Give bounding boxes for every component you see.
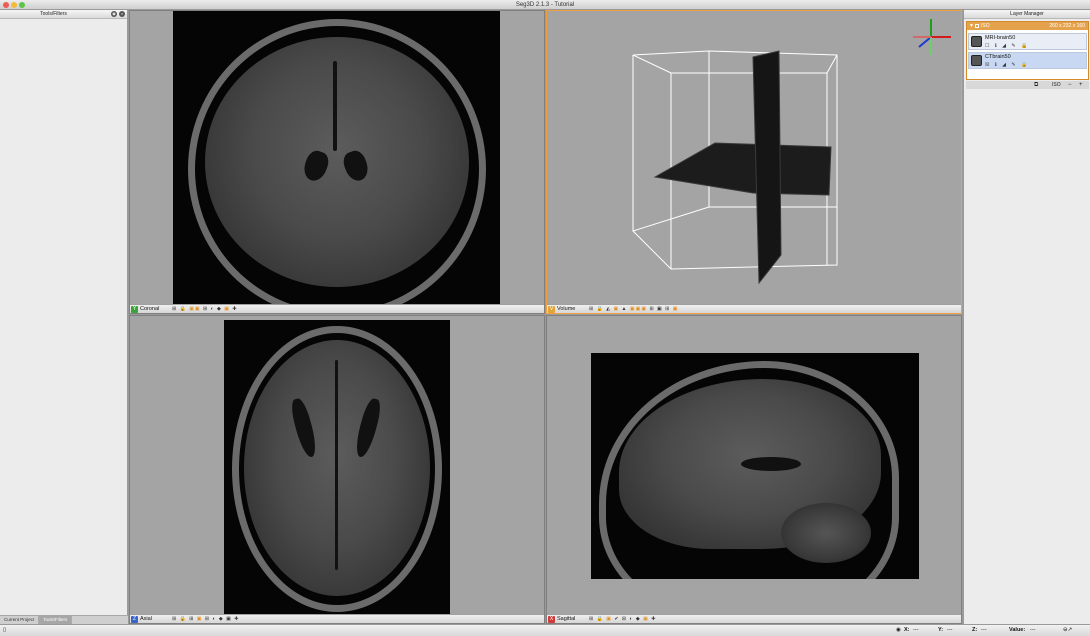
layer-manager-header: Layer Manager (964, 10, 1090, 19)
coronal-toolbar: Y Coronal ⊞ 🔒 ▣▣ ⊞ ◐ ◆ ▣ ✚ (130, 304, 544, 313)
layer-thumbnail-icon (971, 55, 982, 66)
layer-item[interactable]: MRI-brain50 ☐ ℹ ◢ ✎ 🔒 (968, 33, 1087, 50)
close-window-button[interactable] (3, 2, 9, 8)
axial-label[interactable]: Axial (140, 616, 152, 622)
coronal-label[interactable]: Coronal (140, 306, 160, 312)
bounding-box-edge (632, 206, 710, 232)
zoom-window-button[interactable] (19, 2, 25, 8)
midline-fissure (335, 360, 338, 570)
collapse-triangle-icon[interactable]: ▼ (969, 23, 974, 29)
layer-option-icons[interactable]: ☒ ℹ ◢ ✎ 🔒 (985, 62, 1030, 68)
brain-tissue (205, 37, 469, 287)
float-panel-icon[interactable]: ◉ (111, 11, 117, 17)
volume-viewer[interactable]: V Volume ⊞ 🔒 ◭ ▣ ▲ ▣▣▣ ⊞ ▣ ⊞ ▣ (546, 10, 962, 314)
axial-scan-image (224, 320, 450, 614)
layer-manager-title: Layer Manager (1010, 11, 1044, 17)
skull-outline (599, 361, 899, 579)
window-title: Seg3D 2.1.3 - Tutorial (515, 2, 575, 8)
sagittal-badge[interactable]: X (548, 616, 555, 623)
sagittal-label[interactable]: Sagittal (557, 616, 576, 622)
skull-outline (188, 19, 486, 305)
x-label: X: (904, 627, 910, 633)
tools-filters-header: Tools/Filters ◉ × (0, 10, 127, 19)
cerebellum (781, 503, 871, 563)
status-bar: ▯ ◉ X: --- Y: --- Z: --- Value: --- ⊖↗ (0, 624, 1090, 636)
cursor-mode-icon[interactable]: ⊖↗ (1063, 627, 1073, 633)
layer-thumbnail-icon (971, 36, 982, 47)
coronal-viewer[interactable]: Y Coronal ⊞ 🔒 ▣▣ ⊞ ◐ ◆ ▣ ✚ (129, 10, 545, 314)
orientation-axes (913, 19, 951, 55)
axial-badge[interactable]: Z (131, 616, 138, 623)
sagittal-tool-icons[interactable]: ⊞ 🔒 ▣ ✔ ⊞ ◐ ◆ ▣ ✚ (589, 616, 657, 622)
volume-render (632, 19, 951, 285)
layer-name[interactable]: CTbrain50 (985, 54, 1011, 60)
layer-name[interactable]: MRI-brain50 (985, 35, 1016, 41)
coronal-scan-image (173, 11, 500, 305)
sagittal-viewer[interactable]: X Sagittal ⊞ 🔒 ▣ ✔ ⊞ ◐ ◆ ▣ ✚ (546, 315, 962, 624)
group-visibility-checkbox[interactable] (975, 24, 979, 28)
volume-label[interactable]: Volume (557, 306, 576, 312)
x-value: --- (913, 627, 919, 633)
value-value: --- (1030, 627, 1036, 633)
value-label: Value: (1009, 627, 1026, 633)
close-panel-icon[interactable]: × (119, 11, 125, 17)
left-panel-tabs: Current Project Tools/Filters (0, 615, 128, 624)
remove-layer-button[interactable]: − (1068, 82, 1072, 88)
z-value: --- (981, 627, 987, 633)
bounding-box-edge (632, 54, 672, 74)
sagittal-scan-image (591, 353, 919, 579)
layer-manager-panel: Layer Manager ▼ ISO 260 x 232 x 160 MRI-… (963, 10, 1090, 624)
volume-badge[interactable]: V (548, 306, 555, 313)
tools-filters-title: Tools/Filters (40, 11, 67, 17)
add-layer-button[interactable]: + (1079, 82, 1083, 88)
tab-tools-filters[interactable]: Tools/Filters (39, 616, 73, 624)
layer-option-icons[interactable]: ☐ ℹ ◢ ✎ 🔒 (985, 43, 1030, 49)
title-bar: Seg3D 2.1.3 - Tutorial (0, 0, 1090, 10)
midline-fissure (333, 61, 337, 151)
document-icon[interactable]: ▯ (3, 627, 7, 633)
volume-toolbar: V Volume ⊞ 🔒 ◭ ▣ ▲ ▣▣▣ ⊞ ▣ ⊞ ▣ (547, 304, 961, 313)
sagittal-toolbar: X Sagittal ⊞ 🔒 ▣ ✔ ⊞ ◐ ◆ ▣ ✚ (547, 614, 961, 623)
group-name: ISO (981, 23, 990, 29)
layer-manager-footer: ⧉ ISO − + (966, 81, 1089, 89)
group-dimensions: 260 x 232 x 160 (1049, 23, 1085, 29)
tab-current-project[interactable]: Current Project (0, 616, 40, 624)
z-label: Z: (972, 627, 978, 633)
volume-tool-icons[interactable]: ⊞ 🔒 ◭ ▣ ▲ ▣▣▣ ⊞ ▣ ⊞ ▣ (589, 306, 679, 312)
axial-viewer[interactable]: Z Axial ⊞ 🔒 ⊞ ▣ ⊞ ◐ ◆ ▣ ✚ (129, 315, 545, 624)
iso-label[interactable]: ISO (1052, 82, 1061, 88)
coordinate-mode-icon[interactable]: ◉ (896, 627, 901, 633)
axial-tool-icons[interactable]: ⊞ 🔒 ⊞ ▣ ⊞ ◐ ◆ ▣ ✚ (172, 616, 240, 622)
axial-toolbar: Z Axial ⊞ 🔒 ⊞ ▣ ⊞ ◐ ◆ ▣ ✚ (130, 614, 544, 623)
y-value: --- (947, 627, 953, 633)
layer-item[interactable]: CTbrain50 ☒ ℹ ◢ ✎ 🔒 (968, 52, 1087, 69)
skull-outline (232, 326, 442, 612)
corpus-callosum (741, 457, 801, 471)
coronal-badge[interactable]: Y (131, 306, 138, 313)
bounding-box-edge (826, 54, 838, 74)
duplicate-layer-icon[interactable]: ⧉ (1034, 82, 1039, 88)
y-label: Y: (938, 627, 944, 633)
sagittal-slice-plane (752, 50, 782, 285)
layer-group[interactable]: ▼ ISO 260 x 232 x 160 MRI-brain50 ☐ ℹ ◢ … (966, 21, 1089, 80)
coronal-tool-icons[interactable]: ⊞ 🔒 ▣▣ ⊞ ◐ ◆ ▣ ✚ (172, 306, 238, 312)
minimize-window-button[interactable] (11, 2, 17, 8)
tools-filters-panel: Tools/Filters ◉ × Current Project Tools/… (0, 10, 128, 624)
axial-slice-plane (653, 142, 832, 196)
layer-group-header[interactable]: ▼ ISO 260 x 232 x 160 (967, 22, 1088, 30)
